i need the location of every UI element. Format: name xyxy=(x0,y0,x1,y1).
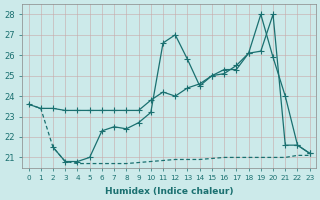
X-axis label: Humidex (Indice chaleur): Humidex (Indice chaleur) xyxy=(105,187,233,196)
